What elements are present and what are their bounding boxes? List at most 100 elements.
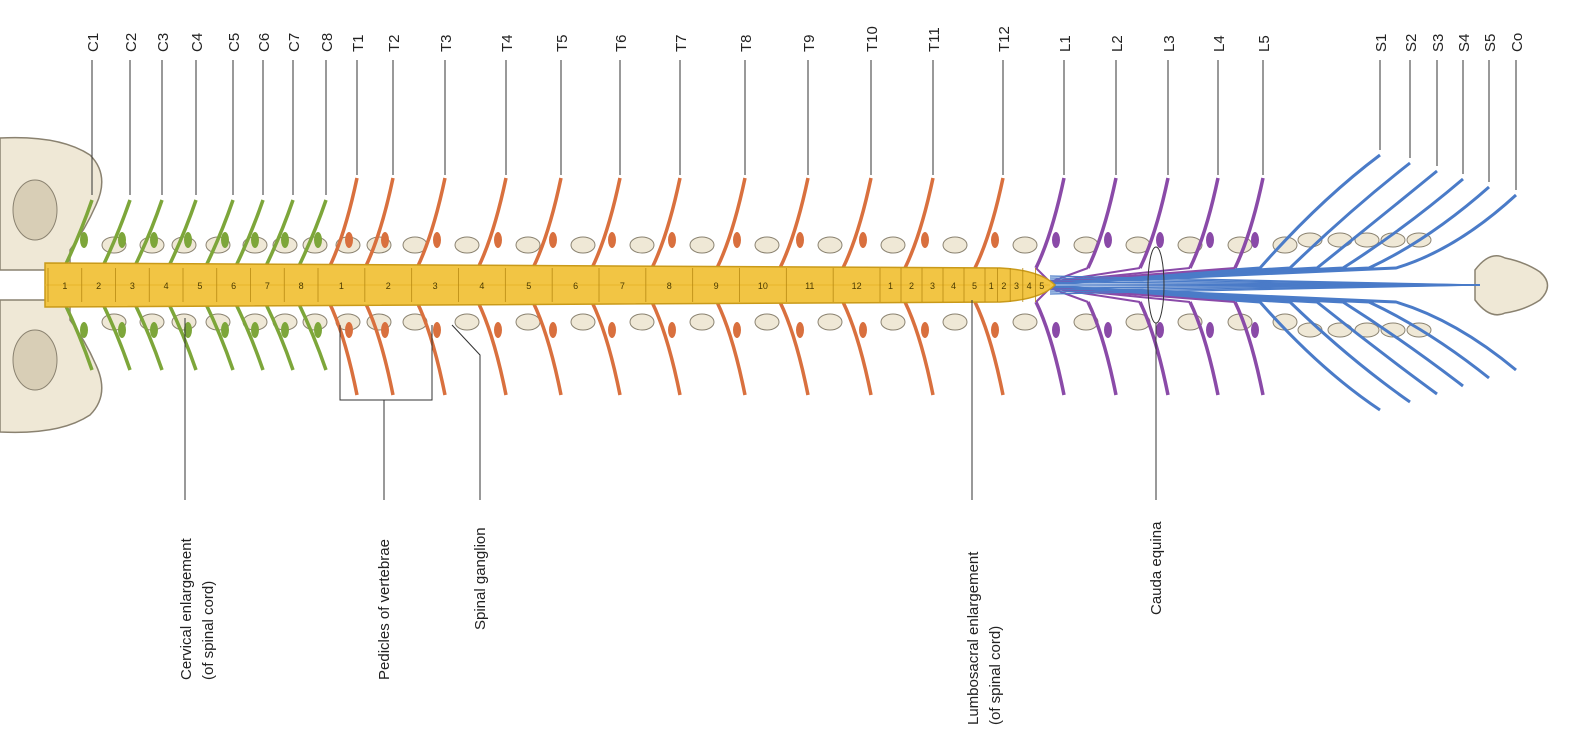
ganglion-upper-l5 [1251,232,1259,248]
root-upper-l1 [1034,177,1066,269]
root-lower-l3 [1138,301,1170,396]
root-upper-l5 [1233,177,1265,269]
ganglion-lower-l4 [1206,322,1214,338]
ganglion-upper-c6 [251,232,259,248]
ganglion-upper-t10 [859,232,867,248]
root-lower-t1 [327,301,359,396]
pedicle-lower-t7 [689,313,715,331]
ganglion-lower-c7 [281,322,289,338]
root-lower-c4 [166,301,198,371]
root-lower-l1 [1034,301,1066,396]
root-lower-t5 [531,301,563,396]
root-lower-t12 [973,301,1005,396]
cord-segment-sacral-5: 5 [1039,281,1044,291]
pedicle-lower-t8 [754,313,780,331]
root-lower-s2 [1049,285,1411,404]
root-upper-c1 [62,199,94,269]
root-lower-t7 [650,301,682,396]
ganglion-lower-t12 [991,322,999,338]
nerve-label-s5: S5 [1482,34,1499,52]
root-upper-l2 [1086,177,1118,269]
nerve-label-t4: T4 [499,34,516,52]
root-upper-s5 [1049,185,1490,285]
nerve-label-t10: T10 [864,26,881,52]
ganglion-upper-t4 [494,232,502,248]
ganglion-lower-t10 [859,322,867,338]
pedicle-upper-t9 [817,236,843,254]
root-upper-c5 [203,199,235,269]
cord-segment-thoracic-10: 10 [758,281,768,291]
vertebra-upper-s3 [1354,232,1380,248]
root-upper-c4 [166,199,198,269]
root-lower-l4 [1188,301,1220,396]
ganglion-lower-c2 [118,322,126,338]
pedicle-upper-t3 [454,236,480,254]
root-upper-c3 [132,199,164,269]
spinal-nerve-roots [62,153,1518,412]
cauda-equina-label: Cauda equina [1148,521,1165,615]
spinal-nerve-labels: C1 C2 C3 C4 C5 C6 C7 C8 T1 T2 T3 T4 T5 T6 T7 T8 T9 T10 T11… [85,26,1526,52]
ganglion-lower-t2 [381,322,389,338]
root-upper-l3 [1138,177,1170,269]
nerve-label-t11: T11 [926,27,943,52]
root-upper-c7 [263,199,295,269]
ganglion-lower-t11 [921,322,929,338]
pedicle-upper-t4 [515,236,541,254]
root-upper-t8 [715,177,747,269]
cord-segment-cervical-6: 6 [231,281,236,291]
ganglion-upper-c1 [80,232,88,248]
nerve-label-t1: T1 [350,34,367,52]
cord-segment-cervical-3: 3 [130,281,135,291]
nerve-label-c2: C2 [123,33,140,52]
cauda-strand-upper-l5 [1049,267,1236,283]
nerve-label-t12: T12 [996,26,1013,52]
root-upper-t6 [590,177,622,269]
root-lower-t2 [363,301,395,396]
ganglion-lower-t4 [494,322,502,338]
nerve-label-c8: C8 [319,33,336,52]
root-upper-co [1049,193,1518,285]
root-lower-c2 [100,301,132,371]
ganglion-upper-c7 [281,232,289,248]
ganglion-upper-c5 [221,232,229,248]
root-lower-c6 [233,301,265,371]
cord-segment-cervical-2: 2 [96,281,101,291]
root-lower-c5 [203,301,235,371]
root-upper-c2 [100,199,132,269]
pedicle-lower-t10 [880,313,906,331]
nerve-label-co: Co [1509,33,1526,52]
root-upper-t10 [841,177,873,269]
cord-segment-thoracic-5: 5 [526,281,531,291]
ganglion-lower-l3 [1156,322,1164,338]
ganglion-upper-c3 [150,232,158,248]
nerve-label-t8: T8 [738,34,755,52]
root-lower-t8 [715,301,747,396]
cord-segment-thoracic-11: 11 [805,281,814,291]
nerve-label-t5: T5 [554,34,571,52]
root-lower-t6 [590,301,622,396]
ganglion-upper-t6 [608,232,616,248]
cord-segment-sacral-3: 3 [1014,281,1019,291]
ganglion-lower-c6 [251,322,259,338]
nerve-label-c4: C4 [189,33,206,52]
nerve-label-s2: S2 [1403,34,1420,52]
cauda-strand-lower-l5 [1049,287,1236,303]
cord-segment-cervical-5: 5 [197,281,202,291]
pedicle-lower-t9 [817,313,843,331]
root-lower-t10 [841,301,873,396]
nerve-label-c1: C1 [85,33,102,52]
cord-segment-thoracic-9: 9 [714,281,719,291]
cord-segment-thoracic-7: 7 [620,281,625,291]
ganglion-lower-c1 [80,322,88,338]
lumbosacral-enlargement-label: Lumbosacral enlargement (of spinal cord) [965,547,1004,725]
cord-segment-lumbar-5: 5 [972,281,977,291]
nerve-label-s1: S1 [1373,34,1390,52]
root-lower-c7 [263,301,295,371]
root-lower-co [1049,285,1517,372]
ganglion-upper-t12 [991,232,999,248]
ganglion-lower-c3 [150,322,158,338]
ganglion-lower-t9 [796,322,804,338]
nerve-label-c3: C3 [155,33,172,52]
cervical-enlargement-label: Cervical enlargement (of spinal cord) [178,534,217,680]
cord-segment-cervical-8: 8 [299,281,304,291]
